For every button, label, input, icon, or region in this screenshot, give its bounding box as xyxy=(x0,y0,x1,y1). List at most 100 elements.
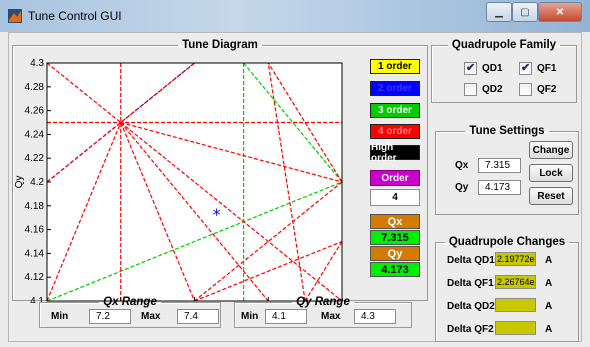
order-label: Order xyxy=(370,170,420,186)
qd1-checkbox[interactable]: ✔ xyxy=(464,62,477,75)
resonance-line-4-order-9 xyxy=(120,122,342,301)
delta-qf1-value: 2.26764e-01 xyxy=(495,275,536,289)
current-tune-marker: * xyxy=(213,205,221,224)
delta-qf2-label: Delta QF2 xyxy=(447,324,494,335)
close-icon: ✕ xyxy=(555,6,565,18)
qy-value-text: 4.173 xyxy=(381,263,409,276)
y-tick-label: 4.28 xyxy=(25,82,45,93)
qy-label: Qy xyxy=(370,246,420,261)
delta-qf1-unit: A xyxy=(545,278,553,289)
qx-range-panel: Qx Range xyxy=(39,296,221,328)
tune-qy-input[interactable]: 4.173 xyxy=(478,180,521,195)
delta-qf2-value xyxy=(495,321,536,335)
resonance-line-4-order-4 xyxy=(120,122,196,301)
qx-min-input[interactable]: 7.2 xyxy=(89,309,131,324)
legend-2-order-label: 2 order xyxy=(378,83,412,94)
window-title: Tune Control GUI xyxy=(28,9,122,23)
lock-button[interactable]: Lock xyxy=(529,164,573,182)
qx-min-label: Min xyxy=(51,311,69,322)
maximize-icon: ▢ xyxy=(520,6,530,18)
qd2-checkbox[interactable] xyxy=(464,83,477,96)
y-axis-label: Qy xyxy=(14,176,25,189)
checkmark-icon: ✔ xyxy=(466,62,476,74)
qd2-label: QD2 xyxy=(482,84,503,95)
y-tick-label: 4.18 xyxy=(25,201,45,212)
legend-high-order-label: High order xyxy=(371,141,397,164)
resonance-line-4-order-13 xyxy=(194,240,342,301)
gui-client-area: Tune Diagram 7.27.257.37.357.44.14.124.1… xyxy=(8,32,582,342)
qx-value: 7.315 xyxy=(370,230,420,245)
resonance-line-4-order-5 xyxy=(120,122,269,301)
qy-min-input[interactable]: 4.1 xyxy=(265,309,307,324)
resonance-line-4-order-12 xyxy=(267,63,306,301)
delta-qd2-label: Delta QD2 xyxy=(447,301,495,312)
tune-qx-input[interactable]: 7.315 xyxy=(478,158,521,173)
legend-3-order-label: 3 order xyxy=(378,105,412,116)
close-button[interactable]: ✕ xyxy=(538,2,582,22)
legend-4-order-label: 4 order xyxy=(378,126,412,137)
minimize-button[interactable]: ▁ xyxy=(486,2,512,22)
delta-qd1-label: Delta QD1 xyxy=(447,255,495,266)
qy-max-label: Max xyxy=(321,311,341,322)
quadrupole-changes-title: Quadrupole Changes xyxy=(448,236,566,248)
qx-value-text: 7.315 xyxy=(381,231,409,244)
y-tick-label: 4.12 xyxy=(25,272,45,283)
order-label-text: Order xyxy=(381,172,409,184)
resonance-line-4-order-10 xyxy=(194,181,342,301)
legend-1-order: 1 order xyxy=(370,59,420,74)
y-tick-label: 4.3 xyxy=(30,58,44,69)
matlab-icon xyxy=(8,9,22,23)
qy-max-input[interactable]: 4.3 xyxy=(354,309,396,324)
tune-qy-label: Qy xyxy=(455,182,469,193)
tune-settings-panel: Tune Settings xyxy=(435,125,579,215)
legend-4-order: 4 order xyxy=(370,124,420,139)
resonance-line-4-order-7 xyxy=(47,122,122,183)
qx-max-input[interactable]: 7.4 xyxy=(177,309,219,324)
resonance-line-4-order-6 xyxy=(120,63,195,123)
title-bar: Tune Control GUI ▁ ▢ ✕ xyxy=(0,0,590,32)
quadrupole-family-panel: Quadrupole Family xyxy=(431,39,577,103)
qf2-checkbox[interactable] xyxy=(519,83,532,96)
qf1-label: QF1 xyxy=(537,63,557,74)
qx-max-label: Max xyxy=(141,311,161,322)
qy-value: 4.173 xyxy=(370,262,420,277)
delta-qd2-value xyxy=(495,298,536,312)
qx-range-title: Qx Range xyxy=(103,296,157,308)
y-tick-label: 4.2 xyxy=(30,177,44,188)
minimize-icon: ▁ xyxy=(495,6,503,18)
qx-label: Qx xyxy=(370,214,420,229)
legend-2-order: 2 order xyxy=(370,81,420,96)
y-tick-label: 4.26 xyxy=(25,106,45,117)
resonance-line-4-order-8 xyxy=(47,122,122,301)
tune-settings-title: Tune Settings xyxy=(469,125,545,137)
legend-high-order: High order xyxy=(370,142,420,164)
maximize-button[interactable]: ▢ xyxy=(512,2,538,22)
qy-label-text: Qy xyxy=(387,247,403,260)
tune-qx-label: Qx xyxy=(455,160,469,171)
qy-range-title: Qy Range xyxy=(296,296,350,308)
legend-1-order-label: 1 order xyxy=(378,61,412,72)
y-tick-label: 4.22 xyxy=(25,153,45,164)
qf1-checkbox[interactable]: ✔ xyxy=(519,62,532,75)
resonance-line-4-order-2 xyxy=(47,63,122,123)
order-input[interactable]: 4 xyxy=(370,189,420,206)
y-tick-label: 4.24 xyxy=(25,129,45,140)
qd1-label: QD1 xyxy=(482,63,503,74)
checkmark-icon: ✔ xyxy=(521,62,531,74)
resonance-line-3-order-1 xyxy=(47,181,342,301)
delta-qf2-unit: A xyxy=(545,324,553,335)
resonance-line-4-order-3 xyxy=(120,121,342,183)
change-button[interactable]: Change xyxy=(529,141,573,159)
tune-diagram-plot[interactable]: 7.27.257.37.357.44.14.124.144.164.184.24… xyxy=(9,53,429,303)
y-tick-label: 4.14 xyxy=(25,248,45,259)
delta-qd1-value: 2.19772e-01 xyxy=(495,252,536,266)
qy-range-panel: Qy Range xyxy=(234,296,412,328)
delta-qd2-unit: A xyxy=(545,301,553,312)
delta-qf1-label: Delta QF1 xyxy=(447,278,494,289)
tune-diagram-title: Tune Diagram xyxy=(182,39,258,51)
y-tick-label: 4.16 xyxy=(25,225,45,236)
qf2-label: QF2 xyxy=(537,84,557,95)
reset-button[interactable]: Reset xyxy=(529,187,573,205)
quadrupole-family-title: Quadrupole Family xyxy=(451,39,557,51)
